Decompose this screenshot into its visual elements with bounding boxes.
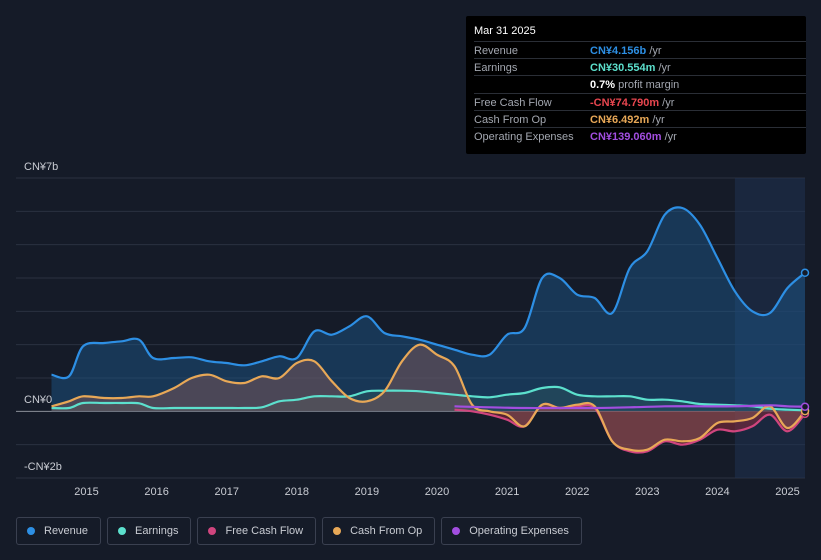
x-tick-label: 2023: [635, 486, 659, 498]
grid-lines: [16, 177, 805, 479]
line-cash-from-op: [51, 343, 806, 452]
x-tick-label: 2025: [775, 486, 799, 498]
legend-dot-icon: [208, 527, 217, 535]
legend-label: Revenue: [44, 525, 89, 537]
legend-item-earnings[interactable]: Earnings: [107, 517, 192, 545]
legend-label: Earnings: [135, 525, 179, 537]
legend-dot-icon: [333, 527, 342, 535]
line-revenue: [51, 206, 806, 380]
y-axis-labels: CN¥7b CN¥0 -CN¥2b: [24, 161, 62, 473]
legend-label: Free Cash Flow: [225, 525, 304, 537]
legend-item-cash-from-op[interactable]: Cash From Op: [322, 517, 436, 545]
x-tick-label: 2021: [495, 486, 519, 498]
line-free-cash-flow: [454, 402, 806, 454]
tooltip-row: Cash From Op CN¥6.492m /yr: [474, 109, 806, 128]
tooltip-row: Earnings CN¥30.554m /yr: [474, 58, 806, 76]
legend-label: Cash From Op: [350, 525, 423, 537]
tooltip-value: CN¥4.156b /yr: [590, 45, 662, 57]
end-marker-revenue: [800, 268, 810, 278]
legend-item-revenue[interactable]: Revenue: [16, 517, 102, 545]
x-tick-label: 2018: [285, 486, 309, 498]
tooltip-value: 0.7% profit margin: [590, 79, 680, 92]
area-free-cash-flow: [454, 403, 805, 453]
tooltip-label: Cash From Op: [474, 113, 547, 126]
x-tick-label: 2017: [214, 486, 238, 498]
x-axis-labels: 2015 2016 2017 2018 2019 2020 2021 2022 2023 2024…: [74, 486, 799, 498]
x-tick-label: 2024: [705, 486, 729, 498]
tooltip-value: CN¥139.060m /yr: [590, 131, 677, 143]
series-lines: [51, 206, 806, 454]
tooltip-value: -CN¥74.790m /yr: [590, 96, 675, 109]
x-tick-label: 2015: [74, 486, 98, 498]
tooltip-value: CN¥30.554m /yr: [590, 62, 671, 75]
legend-dot-icon: [27, 527, 35, 535]
series-areas: [51, 207, 805, 453]
tooltip-date: Mar 31 2025: [474, 25, 536, 37]
legend-dot-icon: [452, 527, 461, 535]
tooltip-label: Revenue: [474, 45, 519, 57]
data-tooltip: Mar 31 2025 Revenue CN¥4.156b /yr Earnings…: [466, 16, 806, 154]
x-tick-label: 2016: [144, 486, 168, 498]
area-earnings: [51, 386, 805, 412]
area-cash-from-op: [51, 344, 805, 451]
y-tick-label: -CN¥2b: [24, 461, 62, 473]
x-tick-label: 2022: [565, 486, 589, 498]
tooltip-row: 0.7% profit margin: [474, 75, 806, 93]
y-tick-label: CN¥0: [24, 394, 52, 406]
line-earnings: [51, 385, 806, 412]
tooltip-row: Free Cash Flow -CN¥74.790m /yr: [474, 92, 806, 111]
legend-item-operating-expenses[interactable]: Operating Expenses: [441, 517, 582, 545]
area-revenue: [51, 207, 805, 412]
chart-legend: Revenue Earnings Free Cash Flow Cash From O…: [16, 517, 582, 545]
end-marker-operating-expenses: [800, 402, 810, 411]
tooltip-row: Revenue CN¥4.156b /yr: [474, 41, 806, 59]
legend-label: Operating Expenses: [469, 525, 569, 537]
legend-dot-icon: [118, 527, 127, 535]
x-tick-label: 2019: [355, 486, 379, 498]
tooltip-label: Earnings: [474, 62, 518, 75]
tooltip-label: Free Cash Flow: [474, 96, 552, 109]
tooltip-value: CN¥6.492m /yr: [590, 113, 665, 126]
tooltip-label: Operating Expenses: [474, 131, 574, 143]
y-tick-label: CN¥7b: [24, 161, 58, 173]
tooltip-row: Operating Expenses CN¥139.060m /yr: [474, 127, 806, 145]
line-operating-expenses: [454, 404, 806, 410]
legend-item-free-cash-flow[interactable]: Free Cash Flow: [197, 517, 317, 545]
end-markers: [800, 268, 810, 419]
x-tick-label: 2020: [425, 486, 449, 498]
